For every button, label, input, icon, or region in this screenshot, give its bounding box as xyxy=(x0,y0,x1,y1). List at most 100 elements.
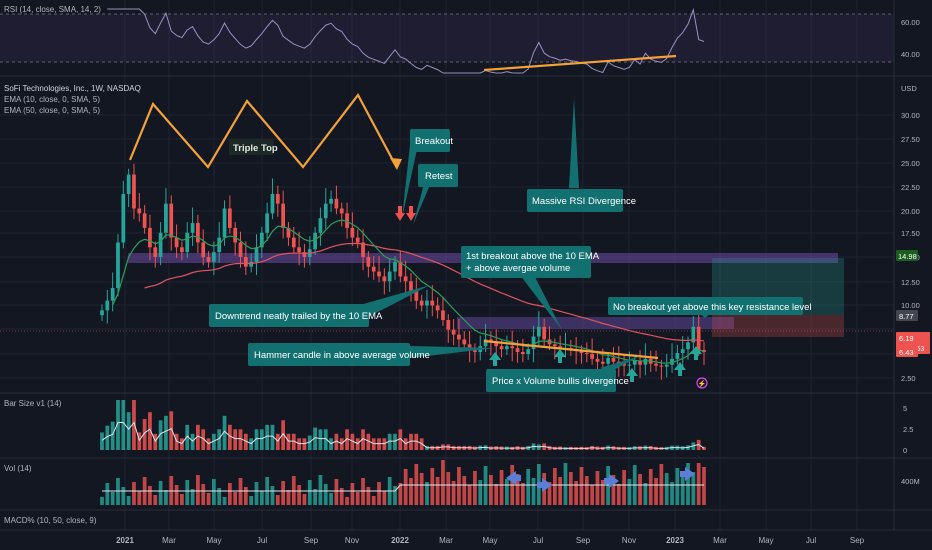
candle-body xyxy=(584,353,589,355)
volume-bar xyxy=(675,468,680,505)
barsize-bar xyxy=(318,429,323,450)
candle-body xyxy=(595,358,600,362)
candle-body xyxy=(281,203,285,228)
candle-body xyxy=(659,365,664,367)
volume-bar xyxy=(409,478,413,505)
green-up-arrow-5 xyxy=(690,346,702,360)
time-tick: Jul xyxy=(533,536,543,545)
barsize-bar xyxy=(382,438,387,450)
candle-body xyxy=(654,363,658,366)
candle-body xyxy=(286,227,291,238)
candle-body xyxy=(483,339,488,347)
barsize-bar xyxy=(110,421,115,450)
volume-bar xyxy=(638,474,642,505)
volume-bar xyxy=(259,491,264,505)
ema10-line xyxy=(112,219,705,364)
first-breakout-label-2: + above avergae volume xyxy=(466,263,570,274)
volume-bar xyxy=(622,470,626,505)
candle-body xyxy=(132,174,136,209)
barsize-bar xyxy=(164,415,168,450)
barsize-bar xyxy=(233,429,238,450)
barsize-bar xyxy=(105,425,110,450)
barsize-panel-label: Bar Size v1 (14) xyxy=(4,399,62,408)
volume-bar xyxy=(643,483,648,505)
candle-body xyxy=(355,237,360,243)
volume-bar xyxy=(302,494,307,505)
price-tag-14-98: 14.98 xyxy=(898,252,917,261)
price-tick: 27.50 xyxy=(901,135,920,144)
candle-body xyxy=(377,271,381,277)
candle-body xyxy=(105,300,110,311)
pv-divergence-pointer xyxy=(600,356,640,372)
time-tick: Mar xyxy=(713,536,727,545)
triple-top-zigzag xyxy=(128,92,398,169)
candle-body xyxy=(233,227,238,243)
volume-bar xyxy=(478,480,483,505)
barsize-bar xyxy=(259,429,264,450)
volume-bar xyxy=(467,485,472,505)
volume-bar xyxy=(552,468,557,505)
massive-rsi-box xyxy=(527,189,623,212)
volume-bar xyxy=(616,484,621,505)
barsize-bar xyxy=(142,418,147,450)
volume-bar xyxy=(696,463,701,505)
barsize-bar xyxy=(196,424,200,450)
green-up-arrow-1 xyxy=(489,352,501,366)
retest-box xyxy=(418,164,458,187)
blue-arrow-2 xyxy=(537,478,552,492)
barsize-bar xyxy=(286,433,291,450)
candle-body xyxy=(371,266,376,272)
barsize-bar xyxy=(116,400,120,450)
volume-bar xyxy=(275,495,280,505)
barsize-bar xyxy=(201,429,206,450)
volume-bar xyxy=(377,482,381,505)
hammer-pointer xyxy=(410,346,495,358)
barsize-bar xyxy=(398,429,403,450)
candle-body xyxy=(275,193,280,204)
barsize-bar xyxy=(190,433,195,450)
volume-bar xyxy=(222,497,227,505)
time-tick: May xyxy=(206,536,221,545)
barsize-bar xyxy=(302,438,307,450)
price-support-divergence-line xyxy=(483,339,659,360)
candle-body xyxy=(137,208,142,214)
candle-body xyxy=(590,354,594,359)
volume-bar xyxy=(579,467,584,505)
rsi-tick-60: 60.00 xyxy=(901,18,920,27)
barsize-bar xyxy=(206,438,211,450)
candle-body xyxy=(494,342,499,347)
barsize-average-line xyxy=(101,421,705,449)
time-tick: Sep xyxy=(850,536,865,545)
candle-body xyxy=(441,310,445,321)
barsize-tick-5: 5 xyxy=(903,404,907,413)
volume-bar xyxy=(190,489,195,505)
barsize-bar xyxy=(174,433,179,450)
first-breakout-box xyxy=(461,246,591,278)
pv-divergence-label: Price x Volume bullis divergence xyxy=(492,376,629,387)
no-breakout-box xyxy=(608,297,803,315)
time-tick: 2023 xyxy=(666,536,684,545)
candle-body xyxy=(531,336,536,350)
candle-body xyxy=(435,305,440,311)
candle-body xyxy=(238,242,243,257)
downtrend-label: Downtrend neatly trailed by the 10 EMA xyxy=(215,311,383,322)
breakout-box xyxy=(410,129,450,152)
barsize-bar xyxy=(409,433,413,450)
earnings-flash-icon[interactable]: ⚡ xyxy=(696,377,708,389)
price-tick: 25.00 xyxy=(901,159,920,168)
candle-body xyxy=(259,232,264,248)
ema10-label: EMA (10, close, 0, SMA, 5) xyxy=(4,95,100,104)
candle-body xyxy=(521,352,525,354)
volume-bar xyxy=(217,488,222,505)
volume-bar xyxy=(670,482,674,505)
red-down-arrow-1 xyxy=(395,206,405,221)
massive-rsi-pointer xyxy=(569,98,579,188)
volume-bar xyxy=(270,486,275,505)
volume-bar xyxy=(446,472,451,505)
volume-bar xyxy=(574,481,579,505)
green-up-arrow-2 xyxy=(554,349,566,363)
volume-bar xyxy=(206,493,211,505)
first-breakout-label-1: 1st breakout above the 10 EMA xyxy=(466,251,600,262)
candle-body xyxy=(110,288,115,301)
